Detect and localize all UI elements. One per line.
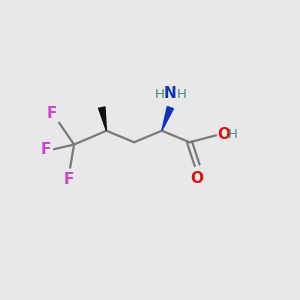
Text: F: F [46,106,57,121]
Text: H: H [154,88,164,101]
Text: F: F [41,142,51,157]
Polygon shape [162,106,173,131]
Text: H: H [228,128,238,141]
Text: H: H [176,88,186,101]
Text: O: O [217,127,230,142]
Text: N: N [164,86,177,101]
Text: O: O [191,171,204,186]
Polygon shape [99,107,106,131]
Text: F: F [64,172,74,187]
